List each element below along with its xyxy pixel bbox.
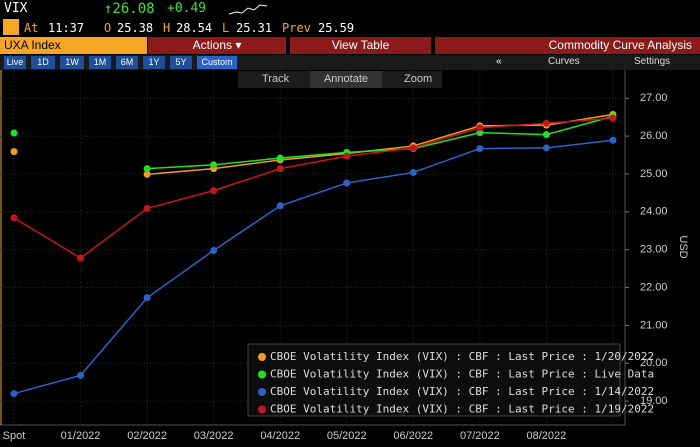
data-point — [409, 144, 417, 152]
x-tick-label: 08/2022 — [527, 430, 567, 442]
x-tick-label: 01/2022 — [61, 430, 101, 442]
sparkline — [228, 4, 268, 15]
x-tick-label: 02/2022 — [127, 430, 167, 442]
data-point — [143, 170, 151, 178]
data-point — [10, 390, 18, 398]
legend-marker — [258, 353, 266, 361]
data-point — [143, 165, 151, 173]
change: +0.49 — [167, 1, 207, 16]
data-point — [10, 148, 18, 156]
y-tick-label: 20.00 — [640, 357, 668, 369]
actions-button[interactable]: Actions ▾ — [148, 37, 286, 54]
period-button[interactable]: 1Y — [143, 56, 165, 69]
legend-marker — [258, 405, 266, 414]
data-point — [276, 165, 284, 173]
data-point — [276, 154, 284, 162]
last-price: ↑26.08 — [104, 1, 155, 17]
legend-label: CBOE Volatility Index (VIX) : CBF : Last… — [270, 350, 654, 363]
x-tick-label: 04/2022 — [260, 430, 300, 442]
settings-button[interactable]: Settings — [634, 56, 671, 67]
open: 25.38 — [117, 21, 154, 35]
legend-label: CBOE Volatility Index (VIX) : CBF : Last… — [270, 385, 654, 398]
period-button[interactable]: 6M — [116, 56, 138, 69]
x-tick-label: 03/2022 — [194, 430, 234, 442]
y-tick-label: 25.00 — [640, 168, 668, 180]
security-box[interactable]: UXA Index — [0, 37, 147, 54]
data-point — [10, 214, 18, 222]
data-point — [343, 152, 351, 160]
data-point — [476, 129, 484, 137]
data-point — [609, 114, 617, 122]
period-button[interactable]: 1W — [60, 56, 84, 69]
y-axis-label: USD — [677, 235, 689, 258]
y-tick-label: 22.00 — [640, 281, 668, 293]
period-button[interactable]: 1M — [89, 56, 111, 69]
collapse[interactable]: « — [496, 56, 502, 67]
ticker: VIX — [4, 1, 28, 16]
open-label: O — [104, 21, 112, 35]
y-tick-label: 24.00 — [640, 206, 668, 218]
data-point — [276, 202, 284, 210]
time: 11:37 — [48, 21, 85, 35]
series-line — [147, 113, 614, 176]
y-tick-label: 19.00 — [640, 395, 668, 407]
stats-bar: At 11:37 O 25.38 H 28.54 L 25.31 Prev 25… — [0, 19, 700, 37]
low: 25.31 — [236, 21, 273, 35]
period-button[interactable]: Custom — [197, 56, 237, 69]
series-line — [13, 117, 614, 259]
data-point — [77, 254, 85, 262]
series-line — [147, 115, 614, 170]
menu-bar: UXA Index Actions ▾ View Table Commodity… — [0, 37, 700, 55]
data-point — [609, 136, 617, 144]
data-point — [476, 124, 484, 132]
legend-label: CBOE Volatility Index (VIX) : CBF : Last… — [270, 368, 654, 381]
legend-marker — [258, 370, 266, 379]
high: 28.54 — [176, 21, 213, 35]
data-point — [210, 187, 218, 195]
zoom-tool[interactable]: Zoom — [404, 73, 433, 85]
data-point — [10, 129, 18, 137]
data-point — [210, 161, 218, 169]
y-tick-label: 21.00 — [640, 319, 668, 331]
x-tick-label: 07/2022 — [460, 430, 500, 442]
data-point — [542, 144, 550, 152]
chart-tools: Track Annotate Zoom — [238, 71, 442, 88]
legend-box — [247, 343, 621, 417]
quote-bar: VIX ↑26.08 +0.49 — [0, 0, 700, 19]
prev: 25.59 — [318, 21, 355, 35]
period-button[interactable]: 5Y — [170, 56, 192, 69]
x-tick-label: Spot — [3, 430, 26, 442]
legend-label: CBOE Volatility Index (VIX) : CBF : Last… — [270, 403, 654, 416]
data-point — [409, 168, 417, 176]
data-point — [542, 119, 550, 127]
data-point — [476, 145, 484, 153]
icon — [3, 19, 19, 35]
high-label: H — [163, 21, 171, 35]
data-point — [143, 294, 151, 302]
data-point — [143, 204, 151, 212]
track-tool[interactable]: Track — [262, 73, 290, 85]
period-button[interactable]: 1D — [31, 56, 55, 69]
period-button[interactable]: Live — [4, 56, 26, 69]
legend-marker — [258, 388, 266, 396]
view-table-button[interactable]: View Table — [290, 37, 431, 54]
low-label: L — [222, 21, 230, 35]
data-point — [343, 179, 351, 187]
y-tick-label: 26.00 — [640, 130, 668, 142]
annotate-tool[interactable]: Annotate — [310, 71, 382, 88]
time-label: At — [24, 21, 39, 35]
function-title: Commodity Curve Analysis — [435, 37, 700, 54]
prev-label: Prev — [282, 21, 311, 35]
x-tick-label: 06/2022 — [393, 430, 433, 442]
data-point — [210, 246, 218, 254]
data-point — [77, 371, 85, 379]
x-tick-label: 05/2022 — [327, 430, 367, 442]
curves-button[interactable]: Curves — [548, 56, 580, 67]
y-tick-label: 23.00 — [640, 244, 668, 256]
series-line — [13, 139, 614, 395]
y-tick-label: 27.00 — [640, 92, 668, 104]
data-point — [542, 131, 550, 139]
